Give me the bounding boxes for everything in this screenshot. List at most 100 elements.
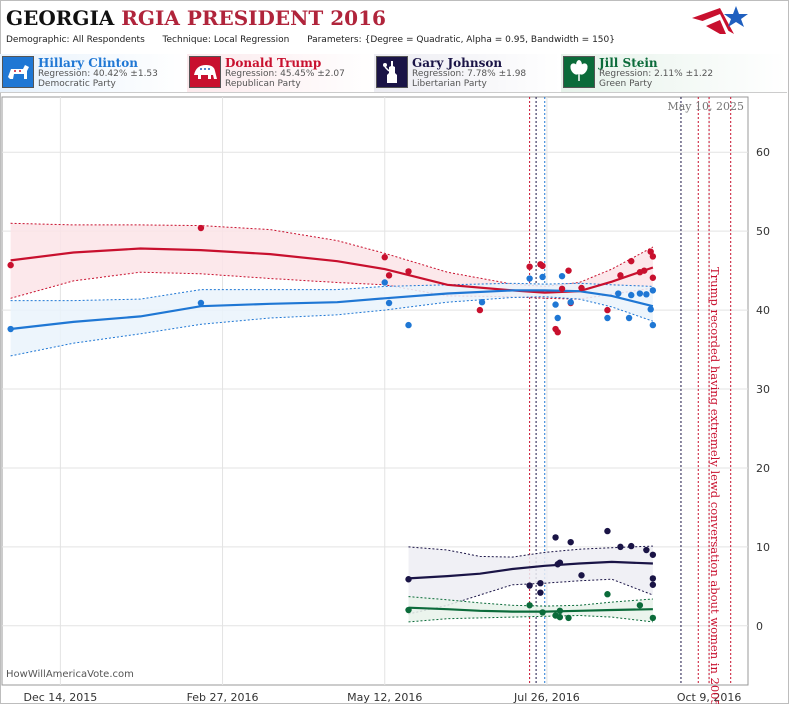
lower-bound-line — [10, 296, 654, 357]
poll-point — [628, 542, 635, 550]
poll-point — [617, 543, 624, 551]
poll-point — [526, 275, 533, 282]
elephant-icon — [189, 56, 221, 88]
poll-point — [558, 272, 566, 280]
candidate-name: Gary Johnson — [412, 56, 503, 70]
poll-point — [405, 576, 412, 583]
poll-point — [478, 299, 486, 306]
poll-point — [604, 591, 611, 598]
parameters-row: Demographic: All Respondents Technique: Lo… — [6, 35, 615, 45]
poll-point — [649, 581, 657, 588]
poll-point — [649, 551, 657, 558]
y-tick-label: 40 — [756, 304, 770, 317]
poll-point — [649, 321, 657, 329]
poll-point — [197, 299, 205, 307]
poll-point — [197, 224, 205, 232]
lower-bound-line — [408, 614, 653, 623]
poll-point — [552, 301, 559, 308]
poll-point — [556, 607, 564, 615]
y-tick-label: 0 — [756, 620, 763, 633]
poll-point — [556, 559, 564, 566]
candidate-regression: Regression: 45.45% ±2.07 — [225, 69, 345, 79]
poll-point — [615, 290, 622, 297]
site-credit: HowWillAmericaVote.com — [6, 669, 134, 680]
poll-point — [641, 267, 648, 274]
poll-point — [625, 314, 633, 322]
x-tick-label: May 12, 2016 — [347, 691, 422, 704]
candidate-name: Hillary Clinton — [38, 56, 138, 70]
poll-point — [649, 575, 657, 582]
poll-point — [476, 306, 484, 314]
candidate-regression: Regression: 7.78% ±1.98 — [412, 69, 527, 79]
poll-point — [381, 254, 388, 261]
candidate-party: Libertarian Party — [412, 79, 487, 89]
title-rest: RGIA PRESIDENT 2016 — [121, 6, 386, 30]
poll-point — [405, 321, 412, 329]
poll-point — [381, 279, 388, 286]
candidate-regression: Regression: 2.11% ±1.22 — [599, 69, 714, 79]
donkey-icon — [2, 56, 34, 88]
upper-bound-line — [10, 282, 653, 302]
confidence-band — [408, 596, 653, 622]
poll-point — [554, 314, 561, 322]
candidate-legend: Hillary Clinton Regression: 40.42% ±1.53… — [0, 54, 787, 94]
poll-point — [526, 263, 533, 270]
y-tick-label: 30 — [756, 383, 770, 396]
candidate-johnson: Gary Johnson Regression: 7.78% ±1.98 Lib… — [374, 54, 561, 93]
poll-point — [649, 274, 657, 281]
upper-bound-line — [10, 222, 654, 287]
candidate-regression: Regression: 40.42% ±1.53 — [38, 69, 158, 79]
poll-point — [647, 306, 654, 313]
y-tick-label: 60 — [756, 146, 770, 159]
poll-point — [558, 285, 566, 292]
candidate-name: Jill Stein — [599, 56, 658, 70]
poll-point — [636, 290, 644, 297]
poll-point — [539, 609, 546, 616]
candidate-trump: Donald Trump Regression: 45.45% ±2.07 Re… — [187, 54, 374, 93]
candidate-party: Green Party — [599, 79, 653, 89]
x-tick-label: Jul 26, 2016 — [513, 691, 580, 704]
poll-point — [604, 527, 611, 535]
candidate-clinton: Hillary Clinton Regression: 40.42% ±1.53… — [0, 54, 187, 93]
poll-point — [628, 257, 635, 265]
poll-point — [649, 287, 657, 294]
leaf-icon — [563, 56, 595, 88]
poll-point — [604, 306, 611, 314]
poll-point — [617, 272, 624, 279]
poll-point — [405, 268, 412, 275]
poll-point — [565, 267, 572, 274]
plot-area — [1, 96, 749, 686]
current-date-label: May 10, 2025 — [667, 100, 744, 113]
parameters-label: Parameters: — [307, 35, 362, 45]
poll-point — [7, 325, 14, 333]
y-tick-label: 10 — [756, 541, 770, 554]
site-logo-icon — [692, 6, 748, 34]
poll-point — [643, 546, 650, 554]
poll-point — [539, 273, 546, 281]
candidate-name: Donald Trump — [225, 56, 322, 70]
poll-point — [385, 299, 393, 307]
state-name: GEORGIA — [6, 6, 115, 30]
technique-label: Technique: — [162, 35, 211, 45]
candidate-stein: Jill Stein Regression: 2.11% ±1.22 Green… — [561, 54, 787, 93]
upper-bound-line — [408, 545, 653, 558]
poll-point — [567, 299, 574, 306]
x-tick-label: Dec 14, 2015 — [23, 691, 97, 704]
event-annotation: Trump recorded having extremely lewd con… — [708, 267, 722, 704]
demographic-label: Demographic: — [6, 35, 70, 45]
poll-point — [649, 614, 657, 622]
y-tick-label: 20 — [756, 462, 770, 475]
y-tick-label: 50 — [756, 225, 770, 238]
trend-line — [408, 606, 653, 613]
poll-point — [578, 572, 585, 579]
technique-value: Local Regression — [213, 35, 290, 45]
poll-point — [526, 602, 533, 609]
poll-point — [556, 613, 564, 621]
poll-point — [636, 602, 644, 609]
confidence-band — [10, 283, 653, 356]
trend-line — [10, 289, 654, 331]
candidate-party: Republican Party — [225, 79, 301, 89]
demographic-value: All Respondents — [72, 35, 145, 45]
poll-point — [537, 579, 544, 587]
poll-point — [537, 589, 544, 596]
